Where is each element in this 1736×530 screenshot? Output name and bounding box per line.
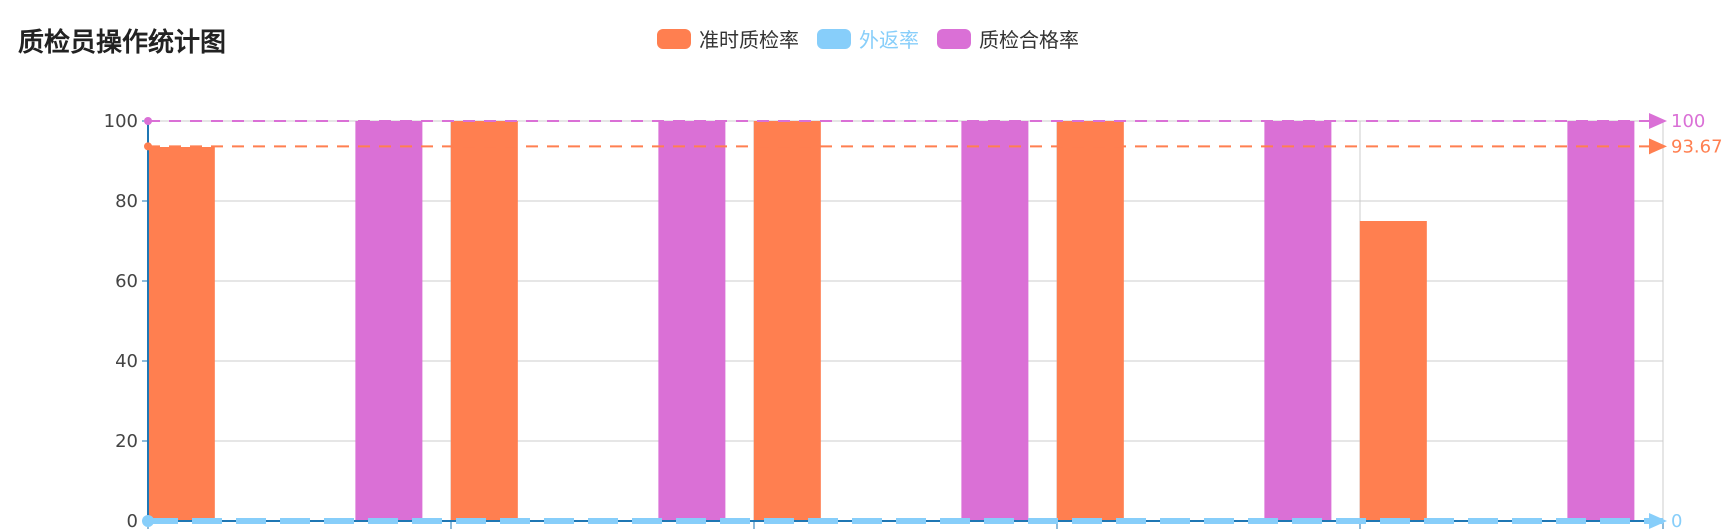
legend-label-pass: 质检合格率: [979, 28, 1079, 52]
bar-2-0: [355, 121, 423, 521]
bar-0-4: [1359, 221, 1427, 521]
y-tick-label: 40: [115, 351, 138, 372]
legend-label-return: 外返率: [859, 28, 919, 52]
bar-2-1: [658, 121, 726, 521]
bar-0-1: [450, 121, 518, 521]
mark-line-start-dot: [144, 142, 152, 151]
y-tick-label: 100: [104, 111, 138, 132]
legend-swatch-return: [817, 28, 851, 49]
y-tick-label: 20: [115, 431, 138, 452]
bar-0-2: [753, 121, 821, 521]
mark-line-arrow: [1649, 513, 1667, 529]
bar-0-0: [147, 147, 215, 521]
mark-line-start-dot: [142, 515, 154, 527]
mark-line-arrow: [1649, 138, 1667, 155]
bar-2-4: [1567, 121, 1635, 521]
y-tick-label: 60: [115, 271, 138, 292]
bar-0-3: [1056, 121, 1124, 521]
legend: 准时质检率 外返率 质检合格率: [0, 24, 1736, 53]
legend-item-ontime[interactable]: 准时质检率: [657, 24, 799, 53]
mark-line-label: 100: [1671, 111, 1705, 132]
mark-line-arrow: [1649, 113, 1667, 129]
legend-item-pass[interactable]: 质检合格率: [937, 24, 1079, 53]
legend-label-ontime: 准时质检率: [699, 28, 799, 52]
y-tick-label: 0: [127, 511, 138, 530]
mark-line-start-dot: [144, 117, 152, 125]
legend-item-return[interactable]: 外返率: [817, 24, 919, 53]
y-tick-label: 80: [115, 191, 138, 212]
chart-title: 质检员操作统计图: [18, 28, 227, 58]
bar-2-2: [961, 121, 1029, 521]
mark-line-label: 0: [1671, 511, 1682, 530]
legend-swatch-pass: [937, 28, 971, 49]
bar-2-3: [1264, 121, 1332, 521]
mark-line-label: 93.67: [1671, 136, 1723, 157]
legend-swatch-ontime: [657, 28, 691, 49]
